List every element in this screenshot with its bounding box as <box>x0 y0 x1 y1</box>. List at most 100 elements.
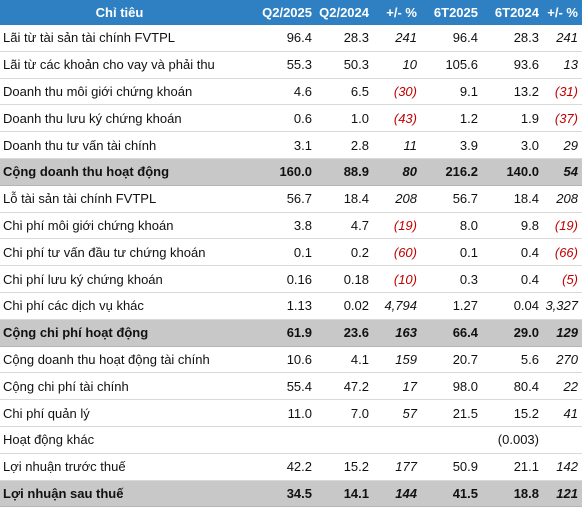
cell-6t-change-pct: (31) <box>543 78 582 106</box>
cell-6t-2024: (0.003) <box>482 426 543 454</box>
cell-6t-change-pct: 121 <box>543 480 582 507</box>
cell-6t-change-pct: 129 <box>543 319 582 347</box>
row-label: Doanh thu môi giới chứng khoán <box>0 78 239 106</box>
cell-q2-2024: 1.0 <box>316 104 373 133</box>
table-row: Lỗ tài sản tài chính FVTPL 56.7 18.4 208 56.… <box>0 185 582 213</box>
cell-6t-2025: 50.9 <box>421 453 482 481</box>
row-label: Chi phí các dịch vụ khác <box>0 292 239 320</box>
cell-q2-2025: 11.0 <box>239 399 316 427</box>
table-row: Doanh thu lưu ký chứng khoán 0.6 1.0 (43) 1.… <box>0 104 582 133</box>
cell-6t-2024: 80.4 <box>482 372 543 401</box>
header-q-change-pct: +/- % <box>373 0 421 25</box>
header-6t-2025: 6T2025 <box>421 0 482 25</box>
table-row: Doanh thu tư vấn tài chính 3.1 2.8 11 3.9 3.0… <box>0 131 582 159</box>
cell-6t-2025 <box>421 426 482 454</box>
cell-q-change-pct: 241 <box>373 25 421 52</box>
table-row: Hoạt động khác (0.003) <box>0 426 582 454</box>
cell-6t-2024: 15.2 <box>482 399 543 427</box>
cell-6t-2025: 0.1 <box>421 238 482 267</box>
header-6t-2024: 6T2024 <box>482 0 543 25</box>
cell-6t-2025: 0.3 <box>421 265 482 293</box>
cell-6t-2024: 13.2 <box>482 78 543 106</box>
cell-q2-2025: 42.2 <box>239 453 316 481</box>
cell-6t-change-pct: 54 <box>543 158 582 186</box>
row-label: Cộng chi phí tài chính <box>0 372 239 401</box>
table-row: Chi phí các dịch vụ khác 1.13 0.02 4,794 1.2… <box>0 292 582 320</box>
table-row: Cộng doanh thu hoạt động tài chính 10.6 4.… <box>0 346 582 374</box>
row-label: Lợi nhuận trước thuế <box>0 453 239 481</box>
row-label: Cộng doanh thu hoạt động <box>0 158 239 186</box>
cell-q-change-pct: (30) <box>373 78 421 106</box>
cell-q-change-pct <box>373 426 421 454</box>
cell-q2-2024: 6.5 <box>316 78 373 106</box>
cell-q2-2024: 7.0 <box>316 399 373 427</box>
row-label: Hoạt động khác <box>0 426 239 454</box>
cell-q2-2024: 15.2 <box>316 453 373 481</box>
cell-6t-change-pct: 13 <box>543 51 582 79</box>
cell-q-change-pct: (60) <box>373 238 421 267</box>
cell-6t-2025: 1.2 <box>421 104 482 133</box>
cell-6t-2025: 56.7 <box>421 185 482 213</box>
cell-q2-2024: 50.3 <box>316 51 373 79</box>
cell-q2-2025: 56.7 <box>239 185 316 213</box>
cell-q-change-pct: 80 <box>373 158 421 186</box>
cell-q2-2025: 0.16 <box>239 265 316 293</box>
cell-6t-change-pct <box>543 426 582 454</box>
cell-q2-2024: 0.18 <box>316 265 373 293</box>
table-body: Lãi từ tài sản tài chính FVTPL 96.4 28.3 24… <box>0 25 582 507</box>
header-q2-2025: Q2/2025 <box>239 0 316 25</box>
row-label: Lãi từ tài sản tài chính FVTPL <box>0 25 239 52</box>
cell-q2-2025: 96.4 <box>239 25 316 52</box>
cell-q2-2025: 34.5 <box>239 480 316 507</box>
cell-6t-change-pct: (37) <box>543 104 582 133</box>
cell-q2-2025: 3.8 <box>239 212 316 240</box>
cell-q-change-pct: 11 <box>373 131 421 159</box>
cell-6t-change-pct: (5) <box>543 265 582 293</box>
cell-6t-2024: 0.4 <box>482 238 543 267</box>
cell-q2-2024 <box>316 426 373 454</box>
cell-6t-2025: 9.1 <box>421 78 482 106</box>
cell-6t-change-pct: 3,327 <box>543 292 582 320</box>
cell-6t-change-pct: 22 <box>543 372 582 401</box>
cell-6t-2024: 3.0 <box>482 131 543 159</box>
cell-q2-2024: 28.3 <box>316 25 373 52</box>
table-row: Lãi từ các khoản cho vay và phải thu 55.3… <box>0 51 582 79</box>
cell-6t-2025: 41.5 <box>421 480 482 507</box>
cell-6t-change-pct: 29 <box>543 131 582 159</box>
cell-6t-2024: 18.8 <box>482 480 543 507</box>
cell-q2-2024: 47.2 <box>316 372 373 401</box>
cell-6t-2025: 96.4 <box>421 25 482 52</box>
cell-6t-2025: 66.4 <box>421 319 482 347</box>
row-label: Doanh thu lưu ký chứng khoán <box>0 104 239 133</box>
row-label: Doanh thu tư vấn tài chính <box>0 131 239 159</box>
cell-6t-2024: 9.8 <box>482 212 543 240</box>
cell-6t-2025: 8.0 <box>421 212 482 240</box>
cell-6t-2024: 140.0 <box>482 158 543 186</box>
row-label: Chi phí môi giới chứng khoán <box>0 212 239 240</box>
cell-q2-2024: 23.6 <box>316 319 373 347</box>
cell-q2-2025: 55.3 <box>239 51 316 79</box>
cell-6t-2025: 20.7 <box>421 346 482 374</box>
cell-q2-2024: 0.02 <box>316 292 373 320</box>
total-row: Cộng doanh thu hoạt động 160.0 88.9 80 216.2… <box>0 158 582 186</box>
cell-q2-2025 <box>239 426 316 454</box>
cell-q-change-pct: 4,794 <box>373 292 421 320</box>
cell-q2-2024: 4.7 <box>316 212 373 240</box>
table-row: Lợi nhuận trước thuế 42.2 15.2 177 50.9 21.1 1… <box>0 453 582 481</box>
cell-6t-2024: 93.6 <box>482 51 543 79</box>
cell-q2-2025: 0.1 <box>239 238 316 267</box>
cell-6t-change-pct: 241 <box>543 25 582 52</box>
cell-6t-2024: 29.0 <box>482 319 543 347</box>
header-q2-2024: Q2/2024 <box>316 0 373 25</box>
total-row: Lợi nhuận sau thuế 34.5 14.1 144 41.5 18.8 121 <box>0 480 582 507</box>
cell-q2-2025: 0.6 <box>239 104 316 133</box>
cell-6t-2025: 21.5 <box>421 399 482 427</box>
cell-q2-2025: 3.1 <box>239 131 316 159</box>
cell-q2-2025: 4.6 <box>239 78 316 106</box>
cell-6t-change-pct: 142 <box>543 453 582 481</box>
header-label: Chỉ tiêu <box>0 0 239 25</box>
cell-q-change-pct: 57 <box>373 399 421 427</box>
cell-q-change-pct: 159 <box>373 346 421 374</box>
cell-q-change-pct: (43) <box>373 104 421 133</box>
cell-6t-change-pct: 208 <box>543 185 582 213</box>
